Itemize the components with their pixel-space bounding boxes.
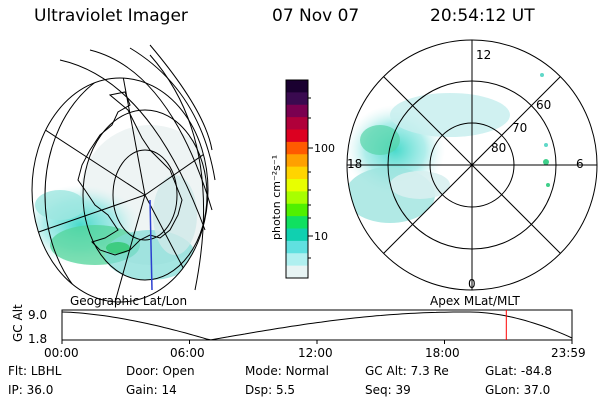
status-gain: Gain: 14 [126,383,177,397]
geo-grid [32,78,208,302]
date-label: 07 Nov 07 [272,6,360,26]
apex-polar-panel: 12 18 6 0 60 70 80 [346,39,598,291]
altitude-timeline: GC Alt 9.0 1.8 [11,304,573,346]
timeline-xtick-0000: 00:00 [44,346,79,360]
status-ip: IP: 36.0 [8,383,54,397]
mlat-label-80: 80 [491,141,506,155]
status-glat: GLat: -84.8 [485,364,552,378]
timeline-ytick-min: 1.8 [28,332,47,346]
colorbar: 100 10 photon cm⁻²s⁻¹ [270,79,335,279]
timeline-ytick-max: 9.0 [28,308,47,322]
colorbar-segment [286,216,308,230]
timeline-xtick-0600: 06:00 [170,346,205,360]
colorbar-unit-label: photon cm⁻²s⁻¹ [270,155,283,240]
colorbar-segment [286,228,308,242]
colorbar-segment [286,104,308,118]
status-door: Door: Open [126,364,195,378]
mlat-label-70: 70 [512,121,527,135]
timeline-axis-label: GC Alt [11,304,25,342]
geographic-caption: Geographic Lat/Lon [70,294,188,308]
mlt-label-18: 18 [347,157,362,171]
mlt-label-12: 12 [476,48,491,62]
geo-aurora-emission [32,125,208,280]
mlt-label-0: 0 [468,277,476,291]
status-mode: Mode: Normal [245,364,329,378]
earth-limb [31,77,209,303]
coastline-outline [77,91,183,256]
status-flt: Flt: LBHL [8,364,62,378]
timeline-xtick-1800: 18:00 [425,346,460,360]
colorbar-segment [286,179,308,192]
time-label: 20:54:12 UT [430,6,535,26]
status-dsp: Dsp: 5.5 [245,383,296,397]
colorbar-segment [286,80,308,93]
colorbar-tick-100: 100 [314,142,335,155]
altitude-curve [61,311,573,341]
colorbar-segment [286,141,308,155]
colorbar-segment [286,154,308,168]
timeline-xtick-1200: 12:00 [298,346,333,360]
terminator-line [149,199,153,291]
colorbar-segment [286,129,308,143]
colorbar-segment [286,265,308,279]
mlat-label-60: 60 [536,98,551,112]
geographic-panel [31,44,216,303]
polar-grid [346,39,598,291]
status-glon: GLon: 37.0 [485,383,551,397]
apex-caption: Apex MLat/MLT [430,294,520,308]
instrument-title: Ultraviolet Imager [34,6,188,26]
status-gc-alt: GC Alt: 7.3 Re [365,364,449,378]
colorbar-segment [286,191,308,205]
colorbar-segment [286,240,308,254]
timeline-xtick-2359: 23:59 [551,346,586,360]
colorbar-segment [286,117,308,131]
colorbar-segment [286,166,308,180]
colorbar-tick-10: 10 [314,230,328,243]
mlt-label-6: 6 [576,157,584,171]
colorbar-segment [286,253,308,267]
colorbar-segment [286,92,308,106]
colorbar-segment [286,203,308,217]
status-seq: Seq: 39 [365,383,411,397]
